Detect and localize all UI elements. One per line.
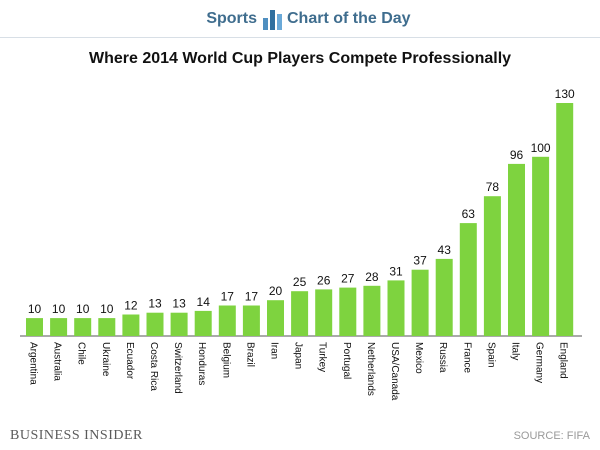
category-label: Turkey: [317, 342, 328, 372]
bar-germany: [532, 156, 550, 336]
bar-ukraine: [98, 318, 116, 336]
value-label: 13: [148, 297, 162, 311]
value-label: 12: [124, 299, 138, 313]
bar-italy: [508, 163, 525, 336]
bar-mexico: [411, 269, 429, 336]
value-label: 17: [221, 290, 235, 304]
category-label: Australia: [52, 342, 63, 381]
chart-of-the-day-label[interactable]: Chart of the Day: [287, 10, 411, 27]
bar-belgium: [218, 305, 236, 336]
bar-turkey: [315, 289, 333, 336]
category-label: Chile: [76, 342, 87, 365]
bar-argentina: [26, 318, 43, 336]
value-label: 10: [28, 302, 42, 316]
category-label: Argentina: [28, 342, 39, 385]
category-label: England: [558, 342, 569, 379]
value-label: 78: [486, 180, 500, 194]
category-label: Belgium: [220, 342, 231, 378]
section-label[interactable]: Sports: [206, 10, 257, 27]
category-label: Ecuador: [124, 342, 135, 380]
header-bar: Sports Chart of the Day: [0, 0, 600, 40]
category-label: Russia: [437, 342, 448, 373]
bar-spain: [483, 196, 501, 336]
category-label: Netherlands: [365, 342, 376, 396]
value-label: 17: [245, 290, 259, 304]
bar-australia: [50, 318, 68, 336]
category-label: Iran: [269, 342, 280, 359]
value-label: 63: [462, 207, 476, 221]
category-label: Honduras: [196, 342, 207, 385]
category-label: Ukraine: [100, 342, 111, 377]
value-label: 10: [100, 302, 114, 316]
value-label: 20: [269, 284, 283, 298]
bar-honduras: [194, 310, 212, 336]
value-label: 100: [531, 141, 551, 155]
brand-logo-text[interactable]: BUSINESS INSIDER: [10, 428, 143, 443]
bar-chart-icon: [263, 6, 283, 30]
value-label: 10: [76, 302, 90, 316]
bar-japan: [291, 291, 309, 336]
bar-chile: [74, 318, 92, 336]
category-label: Mexico: [413, 342, 424, 374]
category-label: France: [461, 342, 472, 374]
bar-iran: [267, 300, 284, 336]
category-label: Switzerland: [172, 342, 183, 394]
category-label: Japan: [293, 342, 304, 369]
bar-ecuador: [122, 314, 140, 336]
category-label: Spain: [485, 342, 496, 368]
category-label: Brazil: [244, 342, 255, 367]
category-label: Germany: [534, 342, 545, 383]
category-label: Italy: [510, 342, 521, 360]
category-label: Costa Rica: [148, 342, 159, 391]
value-label: 37: [413, 254, 427, 268]
bar-russia: [435, 258, 453, 336]
chart-title: Where 2014 World Cup Players Compete Pro…: [88, 50, 512, 67]
value-label: 130: [555, 87, 575, 101]
value-label: 25: [293, 275, 307, 289]
bar-portugal: [339, 287, 357, 336]
bar-costa-rica: [146, 312, 164, 336]
header-divider: [0, 37, 600, 38]
bar-england: [556, 103, 574, 336]
value-label: 27: [341, 272, 355, 286]
value-label: 13: [172, 297, 186, 311]
value-label: 31: [389, 264, 403, 278]
bar-france: [459, 223, 477, 336]
source-note: SOURCE: FIFA: [513, 430, 590, 442]
value-label: 14: [197, 295, 211, 309]
bar-usa-canada: [387, 280, 405, 336]
category-label: Portugal: [341, 342, 352, 379]
value-label: 96: [510, 148, 524, 162]
category-label: USA/Canada: [389, 342, 400, 401]
value-label: 10: [52, 302, 66, 316]
bar-brazil: [242, 305, 260, 336]
value-label: 28: [365, 270, 379, 284]
bar-switzerland: [170, 312, 188, 336]
value-label: 43: [438, 243, 452, 257]
value-label: 26: [317, 273, 331, 287]
bar-netherlands: [363, 285, 381, 336]
